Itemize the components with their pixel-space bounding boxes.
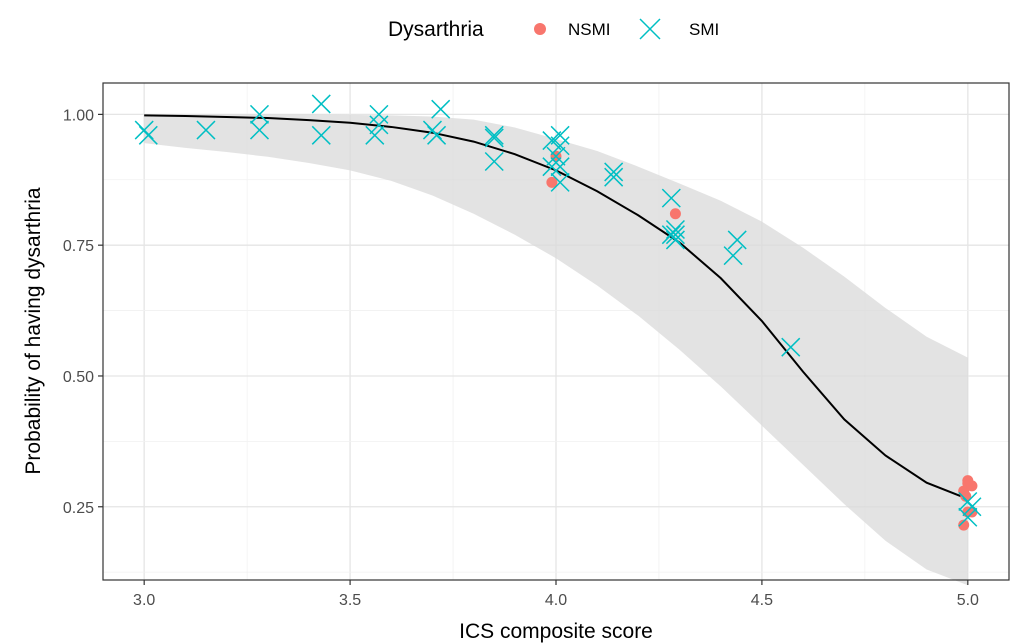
smi-point xyxy=(134,120,154,140)
smi-point xyxy=(604,167,624,187)
smi-point xyxy=(661,188,681,208)
confidence-band xyxy=(144,114,968,586)
smi-point xyxy=(431,99,451,119)
smi-point xyxy=(484,151,504,172)
legend-smi-swatch xyxy=(639,18,661,40)
smi-point xyxy=(311,94,331,114)
smi-point xyxy=(427,125,447,145)
legend: Dysarthria NSMI SMI xyxy=(388,18,719,41)
smi-point xyxy=(311,125,331,145)
y-tick-label: 0.75 xyxy=(63,238,94,255)
x-tick-label: 5.0 xyxy=(957,592,979,609)
y-tick-label: 0.50 xyxy=(63,369,94,386)
smi-point xyxy=(727,230,747,250)
smi-point xyxy=(962,497,982,517)
nsmi-point xyxy=(962,475,974,487)
smi-point xyxy=(958,491,978,512)
confidence-band-layer xyxy=(144,114,968,586)
smi-point xyxy=(249,104,270,124)
smi-point xyxy=(369,115,389,135)
smi-point xyxy=(665,225,685,245)
smi-point xyxy=(550,157,570,177)
y-tick-label: 0.25 xyxy=(63,500,94,517)
x-tick-label: 3.5 xyxy=(339,592,361,609)
points-layer xyxy=(134,94,982,531)
legend-title: Dysarthria xyxy=(388,18,484,41)
x-tick-label: 4.5 xyxy=(751,592,773,609)
x-tick-label: 3.0 xyxy=(133,592,155,609)
smi-point xyxy=(723,246,743,266)
smi-point xyxy=(196,120,216,140)
smi-point xyxy=(604,162,624,182)
nsmi-point xyxy=(958,519,970,531)
x-tick-label: 4.0 xyxy=(545,592,567,609)
nsmi-point xyxy=(966,506,978,518)
smi-point xyxy=(665,219,685,240)
nsmi-point xyxy=(960,490,972,502)
smi-point xyxy=(484,128,504,148)
smi-point xyxy=(542,131,562,151)
legend-nsmi-label: NSMI xyxy=(568,20,611,39)
smi-point xyxy=(781,337,801,357)
smi-point xyxy=(484,125,504,145)
y-axis-title: Probability of having dysarthria xyxy=(22,187,45,474)
axes-layer: 3.0 3.5 4.0 4.5 5.0 0.25 0.50 0.75 1.00 xyxy=(63,107,979,609)
smi-point xyxy=(365,125,385,145)
legend-nsmi-swatch xyxy=(534,23,546,35)
legend-smi-label: SMI xyxy=(689,20,719,39)
smi-point xyxy=(542,157,562,177)
smi-point xyxy=(550,136,570,156)
smi-point xyxy=(249,120,270,140)
smi-point xyxy=(661,225,681,245)
smi-point xyxy=(138,125,158,145)
smi-point xyxy=(422,120,442,140)
x-axis-title: ICS composite score xyxy=(459,620,653,643)
smi-point xyxy=(665,230,685,250)
nsmi-point xyxy=(669,208,681,220)
y-tick-label: 1.00 xyxy=(63,107,94,124)
smi-point xyxy=(550,125,570,145)
nsmi-point xyxy=(546,176,558,188)
smi-point xyxy=(550,172,570,192)
smi-point xyxy=(546,146,566,166)
smi-point xyxy=(369,104,389,124)
smi-point xyxy=(958,507,978,527)
